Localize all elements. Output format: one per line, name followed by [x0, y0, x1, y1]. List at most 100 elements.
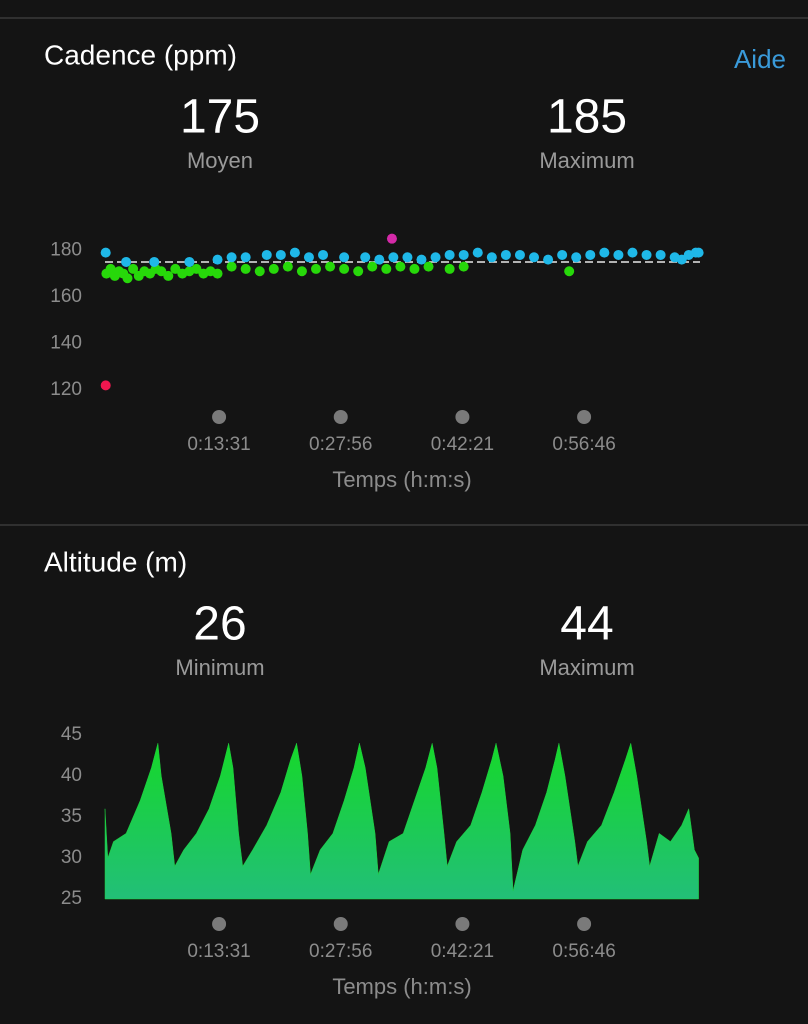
x-tick-mark	[333, 917, 348, 931]
data-point	[254, 266, 265, 277]
y-tick-label: 35	[61, 806, 82, 827]
y-tick-label: 140	[50, 332, 82, 353]
data-point	[486, 252, 497, 263]
data-point	[318, 249, 329, 260]
data-point	[303, 252, 314, 263]
x-tick-mark	[333, 410, 348, 424]
data-point	[458, 249, 469, 260]
data-point	[676, 254, 687, 265]
data-point	[163, 270, 174, 281]
data-point	[353, 266, 364, 277]
data-point	[374, 254, 385, 265]
x-tick-mark	[577, 410, 592, 424]
data-point	[339, 252, 350, 263]
x-tick-mark	[212, 410, 227, 424]
data-point	[184, 256, 195, 267]
data-point	[500, 249, 511, 260]
x-tick-label: 0:27:56	[309, 434, 372, 455]
y-tick-label: 25	[61, 888, 82, 909]
data-point	[100, 380, 111, 391]
data-point	[128, 263, 139, 274]
data-point	[444, 249, 455, 260]
data-point	[641, 249, 652, 260]
data-point	[571, 252, 582, 263]
data-point	[212, 268, 223, 279]
data-point	[514, 249, 525, 260]
data-point	[275, 249, 286, 260]
y-tick-label: 180	[50, 239, 82, 260]
data-point	[458, 261, 469, 272]
data-point	[240, 252, 251, 263]
y-tick-label: 40	[61, 765, 82, 786]
data-point	[386, 233, 397, 244]
data-point	[627, 247, 638, 258]
data-point	[585, 249, 596, 260]
x-tick-label: 0:27:56	[309, 941, 372, 962]
data-point	[430, 252, 441, 263]
data-point	[170, 263, 181, 274]
stat-value: 44	[560, 598, 613, 651]
data-point	[268, 263, 279, 274]
x-axis-title: Temps (h:m:s)	[332, 974, 471, 999]
data-point	[226, 261, 237, 272]
data-point	[212, 254, 223, 265]
data-point	[409, 263, 420, 274]
data-point	[360, 252, 371, 263]
altitude-area	[104, 742, 699, 900]
data-point	[416, 254, 427, 265]
x-tick-mark	[455, 917, 470, 931]
data-point	[289, 247, 300, 258]
section-title: Altitude (m)	[44, 546, 187, 577]
data-point	[529, 252, 540, 263]
x-axis-title: Temps (h:m:s)	[332, 467, 471, 492]
x-tick-label: 0:13:31	[187, 434, 250, 455]
stat-value: 175	[180, 91, 260, 144]
x-tick-mark	[455, 410, 470, 424]
x-tick-mark	[577, 917, 592, 931]
stat-label: Maximum	[539, 148, 634, 173]
x-tick-label: 0:13:31	[187, 941, 250, 962]
help-link[interactable]: Aide	[734, 44, 786, 74]
data-point	[282, 261, 293, 272]
y-tick-label: 45	[61, 724, 82, 745]
data-point	[395, 261, 406, 272]
y-tick-label: 160	[50, 286, 82, 307]
data-point	[226, 252, 237, 263]
data-point	[367, 261, 378, 272]
data-point	[191, 263, 202, 274]
data-point	[149, 256, 160, 267]
data-point	[444, 263, 455, 274]
x-tick-label: 0:56:46	[552, 941, 615, 962]
x-tick-label: 0:56:46	[552, 434, 615, 455]
stat-value: 185	[547, 91, 627, 144]
data-point	[423, 261, 434, 272]
x-tick-label: 0:42:21	[431, 941, 494, 962]
stat-label: Minimum	[175, 655, 264, 680]
x-tick-label: 0:42:21	[431, 434, 494, 455]
data-point	[693, 247, 704, 258]
data-point	[339, 263, 350, 274]
data-point	[613, 249, 624, 260]
data-point	[121, 256, 132, 267]
data-point	[557, 249, 568, 260]
data-point	[599, 247, 610, 258]
x-tick-mark	[212, 917, 227, 931]
data-point	[543, 254, 554, 265]
data-point	[296, 266, 307, 277]
data-point	[100, 247, 111, 258]
data-point	[310, 263, 321, 274]
section-title: Cadence (ppm)	[44, 39, 237, 70]
data-point	[325, 261, 336, 272]
data-point	[472, 247, 483, 258]
y-tick-label: 30	[61, 847, 82, 868]
stat-value: 26	[193, 598, 246, 651]
data-point	[564, 266, 575, 277]
data-point	[156, 266, 167, 277]
stat-label: Moyen	[187, 148, 253, 173]
data-point	[655, 249, 666, 260]
y-tick-label: 120	[50, 379, 82, 400]
data-point	[381, 263, 392, 274]
data-point	[388, 252, 399, 263]
